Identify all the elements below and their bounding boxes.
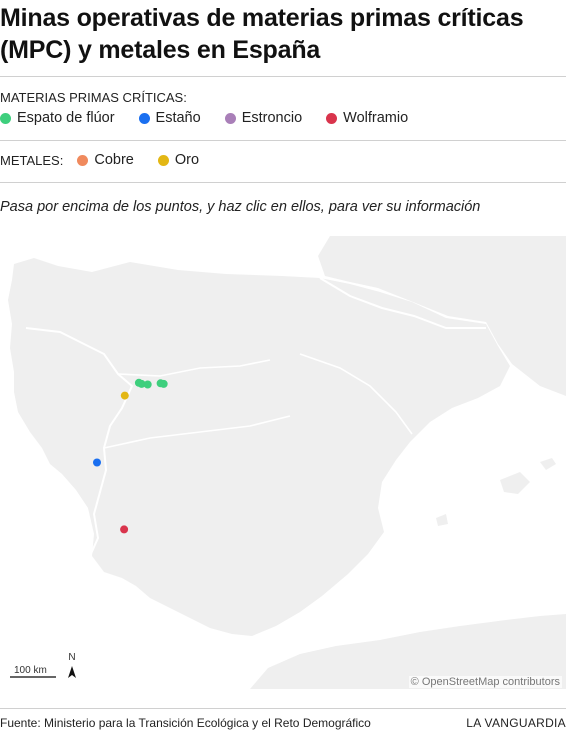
- legend-item-estano[interactable]: Estaño: [138, 110, 201, 126]
- legend-label: Estaño: [155, 110, 201, 126]
- legend-dot-oro: [157, 154, 169, 166]
- river-duero: [117, 359, 271, 377]
- legend-item-wolframio[interactable]: Wolframio: [326, 110, 408, 126]
- divider: [0, 140, 566, 141]
- mine-point-7[interactable]: [120, 391, 129, 400]
- divider: [0, 708, 566, 709]
- mine-point-2[interactable]: [137, 379, 146, 388]
- legend-dot-espato: [0, 112, 11, 124]
- brand-logo: LA VANGUARDIA: [466, 716, 566, 730]
- scale-label: 100 km: [14, 665, 47, 676]
- map[interactable]: 100 km N: [0, 236, 566, 689]
- land-africa: [250, 614, 566, 689]
- mine-point-8[interactable]: [93, 458, 101, 467]
- legend-item-oro[interactable]: Oro: [157, 152, 200, 168]
- land-france: [318, 236, 566, 396]
- legend-label: Cobre: [94, 152, 134, 168]
- source-note: Fuente: Ministerio para la Transición Ec…: [0, 716, 371, 730]
- legend-label: Espato de flúor: [17, 110, 115, 126]
- legend-critical: Espato de flúor Estaño Estroncio Wolfram…: [0, 110, 432, 126]
- legend-dot-cobre: [77, 154, 89, 166]
- map-attribution[interactable]: © OpenStreetMap contributors: [408, 676, 562, 688]
- legend-metals: METALES: Cobre Oro: [0, 152, 223, 168]
- map-points: [93, 378, 168, 534]
- legend-dot-estano: [138, 112, 150, 124]
- legend-dot-estroncio: [224, 112, 236, 124]
- north-label: N: [68, 652, 75, 663]
- legend-label: Oro: [174, 152, 200, 168]
- land-ibiza: [436, 514, 448, 526]
- legend-item-estroncio[interactable]: Estroncio: [224, 110, 303, 126]
- north-arrow-icon: [68, 666, 76, 678]
- legend-item-espato[interactable]: Espato de flúor: [0, 110, 115, 126]
- legend-item-cobre[interactable]: Cobre: [77, 152, 134, 168]
- border-portugal: [25, 327, 134, 557]
- mine-point-9[interactable]: [120, 525, 129, 534]
- page-title: Minas operativas de materias primas crít…: [0, 4, 524, 64]
- land-mallorca: [500, 472, 530, 494]
- divider: [0, 76, 566, 77]
- legend-label: Estroncio: [241, 110, 303, 126]
- legend-critical-title: MATERIAS PRIMAS CRÍTICAS:: [0, 90, 187, 105]
- legend-metals-title: METALES:: [0, 152, 64, 168]
- land-iberia: [8, 258, 510, 636]
- land-menorca: [540, 458, 556, 470]
- river-ebro: [299, 353, 413, 435]
- legend-dot-wolframio: [326, 112, 338, 124]
- legend-label: Wolframio: [343, 110, 409, 126]
- mine-point-3[interactable]: [143, 380, 152, 389]
- river-tajo: [103, 415, 291, 449]
- border-pyrenees: [319, 277, 486, 329]
- mine-point-5[interactable]: [159, 379, 168, 388]
- instruction-text: Pasa por encima de los puntos, y haz cli…: [0, 199, 481, 215]
- divider: [0, 182, 566, 183]
